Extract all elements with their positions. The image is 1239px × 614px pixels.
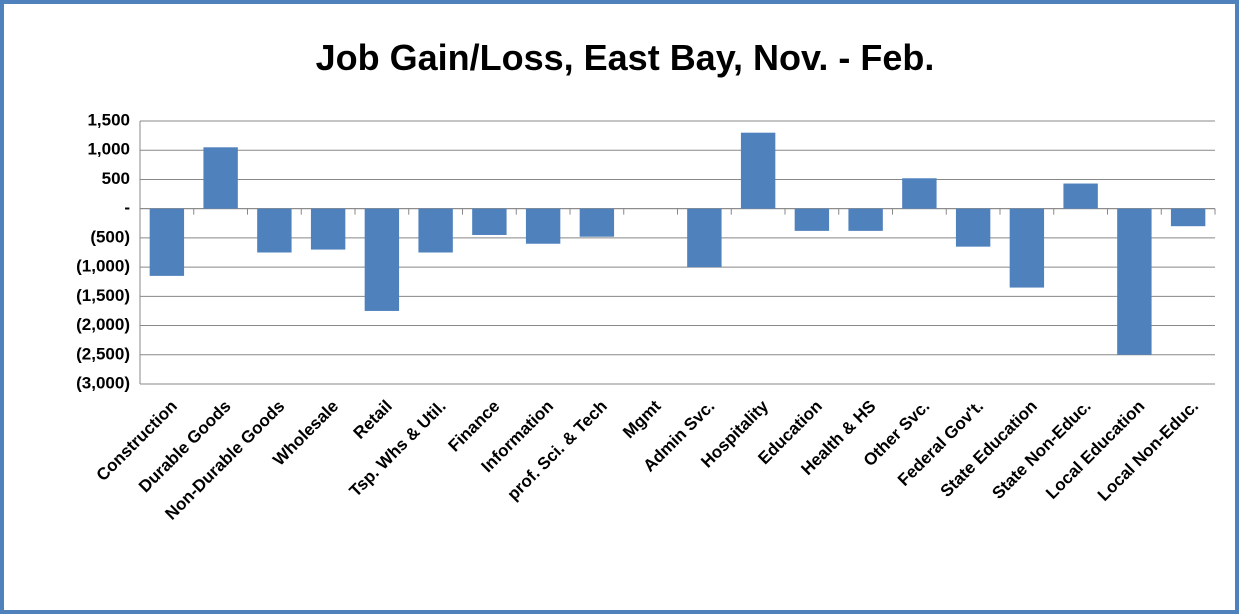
y-tick-label: (500) [90, 227, 130, 246]
y-tick-label: (2,500) [76, 344, 130, 363]
y-tick-label: (2,000) [76, 315, 130, 334]
bar [1117, 208, 1152, 355]
bar [740, 132, 776, 209]
y-tick-label: (3,000) [76, 373, 130, 392]
bar [687, 208, 722, 268]
bar [1170, 208, 1206, 227]
y-tick-label: 1,000 [87, 140, 130, 159]
bar [794, 208, 830, 231]
y-tick-label: 1,500 [87, 110, 130, 129]
bar [902, 178, 937, 209]
y-tick-label: - [124, 198, 130, 217]
bar [579, 208, 615, 237]
bar [848, 208, 883, 231]
bar [149, 208, 185, 276]
bar [955, 208, 991, 247]
chart-title: Job Gain/Loss, East Bay, Nov. - Feb. [316, 37, 935, 78]
bar [203, 147, 238, 209]
bar [257, 208, 292, 253]
y-tick-label: 500 [102, 169, 130, 188]
bar [364, 208, 400, 311]
bar [1009, 208, 1045, 288]
y-tick-label: (1,500) [76, 286, 130, 305]
bar [472, 208, 507, 235]
bar [418, 208, 453, 253]
bar [310, 208, 346, 250]
bar [525, 208, 561, 244]
y-tick-label: (1,000) [76, 257, 130, 276]
bar [1063, 183, 1098, 209]
